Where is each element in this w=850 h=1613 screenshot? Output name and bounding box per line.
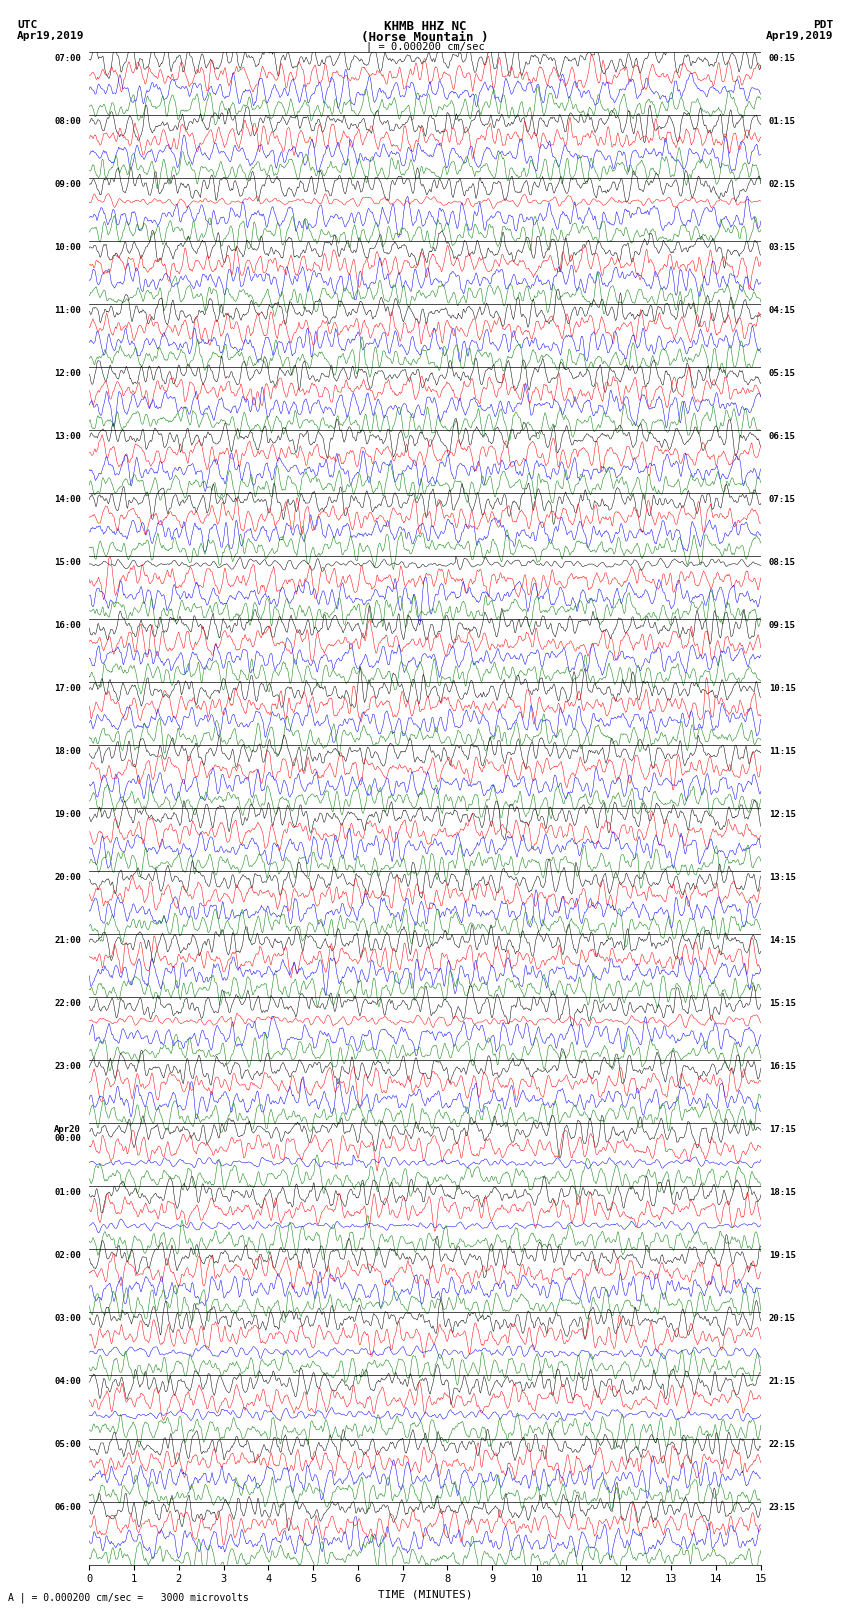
Text: 03:15: 03:15 bbox=[768, 242, 796, 252]
Text: 10:00: 10:00 bbox=[54, 242, 82, 252]
Text: KHMB HHZ NC: KHMB HHZ NC bbox=[383, 19, 467, 34]
Text: 09:00: 09:00 bbox=[54, 179, 82, 189]
Text: 10:15: 10:15 bbox=[768, 684, 796, 694]
Text: Apr19,2019: Apr19,2019 bbox=[766, 31, 833, 40]
Text: Apr20
00:00: Apr20 00:00 bbox=[54, 1126, 82, 1142]
Text: 22:00: 22:00 bbox=[54, 998, 82, 1008]
Text: 21:00: 21:00 bbox=[54, 936, 82, 945]
Text: 00:15: 00:15 bbox=[768, 53, 796, 63]
Text: 23:00: 23:00 bbox=[54, 1063, 82, 1071]
Text: 19:15: 19:15 bbox=[768, 1252, 796, 1260]
Text: 18:00: 18:00 bbox=[54, 747, 82, 756]
Text: 05:15: 05:15 bbox=[768, 369, 796, 377]
Text: PDT: PDT bbox=[813, 19, 833, 31]
Text: 13:00: 13:00 bbox=[54, 432, 82, 440]
Text: 13:15: 13:15 bbox=[768, 873, 796, 882]
Text: 12:15: 12:15 bbox=[768, 810, 796, 819]
Text: | = 0.000200 cm/sec: | = 0.000200 cm/sec bbox=[366, 42, 484, 52]
Text: 01:00: 01:00 bbox=[54, 1189, 82, 1197]
X-axis label: TIME (MINUTES): TIME (MINUTES) bbox=[377, 1590, 473, 1600]
Text: 09:15: 09:15 bbox=[768, 621, 796, 631]
Text: 04:00: 04:00 bbox=[54, 1378, 82, 1387]
Text: 22:15: 22:15 bbox=[768, 1440, 796, 1450]
Text: 19:00: 19:00 bbox=[54, 810, 82, 819]
Text: (Horse Mountain ): (Horse Mountain ) bbox=[361, 31, 489, 44]
Text: 17:15: 17:15 bbox=[768, 1126, 796, 1134]
Text: 11:00: 11:00 bbox=[54, 306, 82, 315]
Text: 11:15: 11:15 bbox=[768, 747, 796, 756]
Text: 03:00: 03:00 bbox=[54, 1315, 82, 1323]
Text: 16:00: 16:00 bbox=[54, 621, 82, 631]
Text: 21:15: 21:15 bbox=[768, 1378, 796, 1387]
Text: 23:15: 23:15 bbox=[768, 1503, 796, 1513]
Text: 20:00: 20:00 bbox=[54, 873, 82, 882]
Text: 05:00: 05:00 bbox=[54, 1440, 82, 1450]
Text: 07:15: 07:15 bbox=[768, 495, 796, 503]
Text: 02:15: 02:15 bbox=[768, 179, 796, 189]
Text: 17:00: 17:00 bbox=[54, 684, 82, 694]
Text: 15:00: 15:00 bbox=[54, 558, 82, 566]
Text: 08:15: 08:15 bbox=[768, 558, 796, 566]
Text: 12:00: 12:00 bbox=[54, 369, 82, 377]
Text: 16:15: 16:15 bbox=[768, 1063, 796, 1071]
Text: 15:15: 15:15 bbox=[768, 998, 796, 1008]
Text: UTC: UTC bbox=[17, 19, 37, 31]
Text: 01:15: 01:15 bbox=[768, 116, 796, 126]
Text: Apr19,2019: Apr19,2019 bbox=[17, 31, 84, 40]
Text: 14:00: 14:00 bbox=[54, 495, 82, 503]
Text: 08:00: 08:00 bbox=[54, 116, 82, 126]
Text: 06:00: 06:00 bbox=[54, 1503, 82, 1513]
Text: A | = 0.000200 cm/sec =   3000 microvolts: A | = 0.000200 cm/sec = 3000 microvolts bbox=[8, 1592, 249, 1603]
Text: 04:15: 04:15 bbox=[768, 306, 796, 315]
Text: 20:15: 20:15 bbox=[768, 1315, 796, 1323]
Text: 18:15: 18:15 bbox=[768, 1189, 796, 1197]
Text: 06:15: 06:15 bbox=[768, 432, 796, 440]
Text: 02:00: 02:00 bbox=[54, 1252, 82, 1260]
Text: 14:15: 14:15 bbox=[768, 936, 796, 945]
Text: 07:00: 07:00 bbox=[54, 53, 82, 63]
